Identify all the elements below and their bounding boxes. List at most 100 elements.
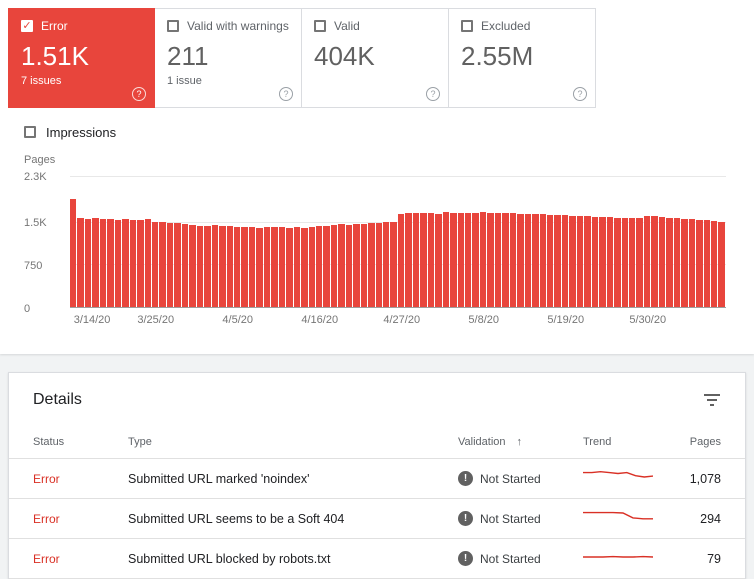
chart-bar[interactable]	[710, 221, 718, 307]
table-row[interactable]: Error Submitted URL seems to be a Soft 4…	[9, 499, 745, 539]
help-icon[interactable]: ?	[279, 87, 293, 101]
chart-bar[interactable]	[584, 216, 591, 307]
chart-bar[interactable]	[345, 224, 353, 307]
chart-bar[interactable]	[159, 222, 166, 307]
chart-bar[interactable]	[70, 198, 77, 307]
chart-bar[interactable]	[166, 222, 174, 307]
chart-bar[interactable]	[494, 212, 502, 307]
chart-bar[interactable]	[226, 226, 233, 307]
chart-bar[interactable]	[196, 225, 204, 307]
chart-bar[interactable]	[360, 223, 368, 307]
chart-bar[interactable]	[383, 222, 390, 307]
chart-bar[interactable]	[286, 227, 293, 307]
chart-bar[interactable]	[427, 213, 435, 307]
chart-bar[interactable]	[718, 221, 725, 307]
chart-bar[interactable]	[99, 219, 107, 307]
chart-bar[interactable]	[405, 213, 412, 307]
help-icon[interactable]: ?	[132, 87, 146, 101]
chart-bar[interactable]	[308, 226, 315, 307]
chart-bar[interactable]	[688, 219, 696, 307]
chart-bar[interactable]	[233, 227, 241, 307]
card-excluded[interactable]: Excluded 2.55M ?	[449, 8, 596, 108]
chart-bar[interactable]	[84, 219, 92, 307]
chart-bar[interactable]	[576, 216, 584, 307]
chart-bar[interactable]	[450, 213, 457, 307]
chart-bar[interactable]	[323, 225, 330, 307]
chart-bar[interactable]	[375, 222, 383, 307]
column-header-type[interactable]: Type	[128, 435, 152, 448]
chart-bar[interactable]	[412, 213, 420, 307]
impressions-checkbox[interactable]	[24, 126, 36, 138]
card-error[interactable]: ✓ Error 1.51K 7 issues ?	[8, 8, 155, 108]
valid-warnings-checkbox[interactable]	[167, 20, 179, 32]
chart-bar[interactable]	[278, 227, 286, 307]
chart-bar[interactable]	[107, 218, 114, 307]
chart-bar[interactable]	[263, 227, 271, 307]
chart-bar[interactable]	[189, 224, 196, 307]
column-header-validation[interactable]: Validation ↑	[458, 436, 583, 448]
chart-bar[interactable]	[390, 221, 397, 307]
chart-bar[interactable]	[636, 218, 643, 307]
chart-bar[interactable]	[204, 225, 211, 307]
chart-bar[interactable]	[219, 226, 226, 307]
chart-bar[interactable]	[442, 212, 450, 307]
chart-bar[interactable]	[472, 213, 479, 307]
chart-bar[interactable]	[465, 212, 472, 307]
error-checkbox[interactable]: ✓	[21, 20, 33, 32]
chart-bar[interactable]	[666, 217, 673, 307]
chart-bar[interactable]	[561, 215, 569, 307]
chart-bar[interactable]	[643, 215, 651, 307]
chart-bar[interactable]	[122, 219, 129, 307]
chart-bar[interactable]	[271, 226, 278, 307]
chart-bar[interactable]	[114, 219, 122, 307]
chart-bar[interactable]	[144, 219, 151, 307]
chart-bar[interactable]	[591, 216, 599, 307]
chart-bar[interactable]	[457, 213, 465, 307]
chart-bar[interactable]	[137, 219, 144, 307]
chart-bar[interactable]	[301, 227, 308, 307]
chart-bar[interactable]	[502, 213, 509, 307]
chart-bar[interactable]	[330, 224, 338, 307]
column-header-status[interactable]: Status	[33, 435, 65, 448]
chart-bar[interactable]	[517, 213, 524, 307]
chart-bar[interactable]	[479, 212, 487, 307]
impressions-toggle[interactable]: Impressions	[24, 124, 746, 140]
card-valid[interactable]: Valid 404K ?	[302, 8, 449, 108]
chart-bar[interactable]	[151, 221, 159, 307]
card-valid-with-warnings[interactable]: Valid with warnings 211 1 issue ?	[155, 8, 302, 108]
table-row[interactable]: Error Submitted URL marked 'noindex' ! N…	[9, 459, 745, 499]
chart-bar[interactable]	[315, 226, 323, 307]
chart-bar[interactable]	[77, 218, 84, 307]
chart-bar[interactable]	[435, 213, 442, 307]
chart-bar[interactable]	[174, 223, 181, 307]
chart-bar[interactable]	[658, 217, 666, 307]
chart-bar[interactable]	[614, 217, 621, 307]
chart-bar[interactable]	[509, 213, 517, 307]
chart-bar[interactable]	[129, 220, 137, 307]
chart-bar[interactable]	[338, 224, 345, 307]
chart-bar[interactable]	[256, 227, 263, 307]
help-icon[interactable]: ?	[426, 87, 440, 101]
chart-bar[interactable]	[532, 214, 539, 307]
help-icon[interactable]: ?	[573, 87, 587, 101]
chart-bar[interactable]	[606, 217, 614, 307]
table-row[interactable]: Error Submitted URL blocked by robots.tx…	[9, 539, 745, 579]
chart-bar[interactable]	[599, 217, 606, 307]
chart-bar[interactable]	[703, 220, 710, 307]
chart-bar[interactable]	[487, 213, 494, 307]
column-header-trend[interactable]: Trend	[583, 435, 612, 448]
chart-bar[interactable]	[92, 218, 99, 307]
chart-bar[interactable]	[211, 225, 219, 307]
chart-bar[interactable]	[420, 212, 427, 307]
chart-bar[interactable]	[248, 226, 256, 307]
chart-bar[interactable]	[353, 224, 360, 307]
chart-bar[interactable]	[181, 223, 189, 307]
chart-bar[interactable]	[547, 214, 554, 307]
column-header-pages[interactable]: Pages	[689, 435, 721, 448]
chart-bar[interactable]	[696, 219, 703, 307]
excluded-checkbox[interactable]	[461, 20, 473, 32]
chart-bar[interactable]	[681, 218, 688, 307]
chart-bar[interactable]	[241, 226, 248, 307]
filter-icon[interactable]	[703, 389, 721, 411]
chart-bar[interactable]	[397, 213, 405, 307]
